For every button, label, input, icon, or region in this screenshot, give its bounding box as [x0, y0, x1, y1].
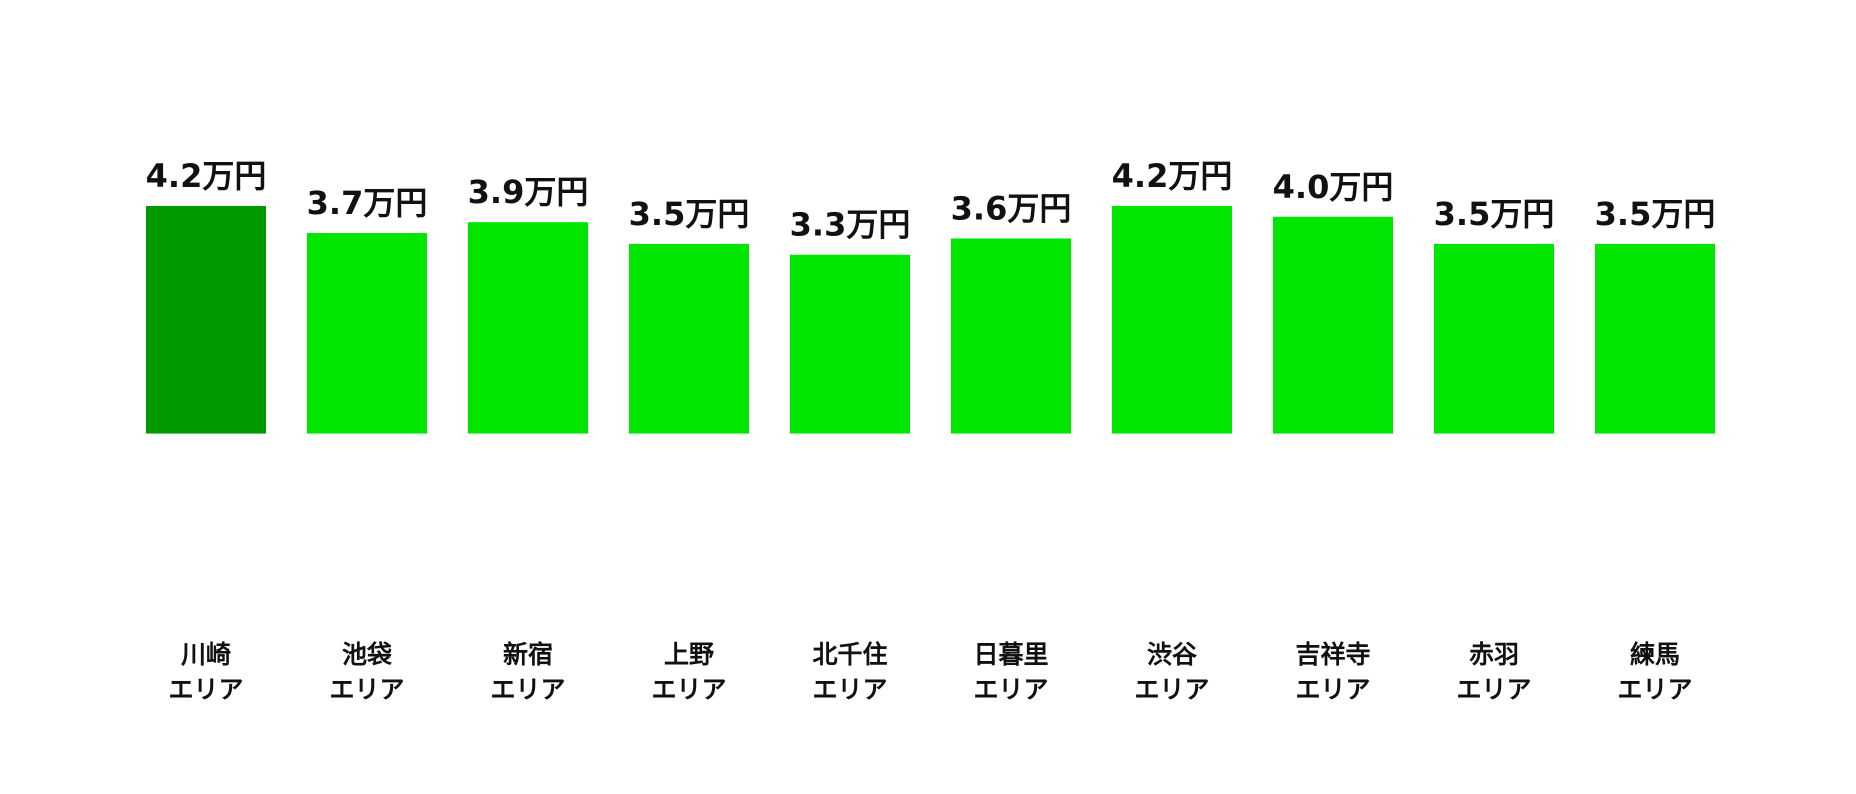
value-label: 3.3万円 — [790, 206, 911, 244]
bar — [1595, 243, 1715, 434]
value-label: 4.2万円 — [1112, 157, 1233, 195]
x-tick-label: 赤羽 エリア — [1456, 640, 1532, 704]
x-tick-label: 上野 エリア — [651, 640, 727, 704]
value-label: 3.6万円 — [951, 189, 1072, 227]
value-label: 4.2万円 — [146, 157, 267, 195]
x-tick-label: 日暮里 エリア — [973, 640, 1049, 704]
x-tick-label: 川崎 エリア — [168, 640, 244, 704]
value-label: 3.5万円 — [629, 195, 750, 233]
value-label: 3.7万円 — [307, 184, 428, 222]
bar — [146, 205, 266, 434]
value-label: 3.5万円 — [1595, 195, 1716, 233]
x-tick-label: 北千住 エリア — [812, 640, 888, 704]
bar — [468, 222, 588, 434]
value-label: 3.9万円 — [468, 173, 589, 211]
bar — [1273, 216, 1393, 434]
value-label: 4.0万円 — [1273, 168, 1394, 206]
x-tick-label: 新宿 エリア — [490, 640, 566, 704]
value-label: 3.5万円 — [1434, 195, 1555, 233]
bar — [1112, 205, 1232, 434]
bar — [629, 243, 749, 434]
bar — [951, 238, 1071, 434]
x-tick-label: 吉祥寺 エリア — [1295, 640, 1371, 704]
bar — [790, 254, 910, 434]
bar — [307, 233, 427, 434]
x-tick-label: 渋谷 エリア — [1134, 640, 1210, 704]
x-tick-label: 池袋 エリア — [329, 640, 405, 704]
x-tick-label: 練馬 エリア — [1617, 640, 1693, 704]
bar — [1434, 243, 1554, 434]
